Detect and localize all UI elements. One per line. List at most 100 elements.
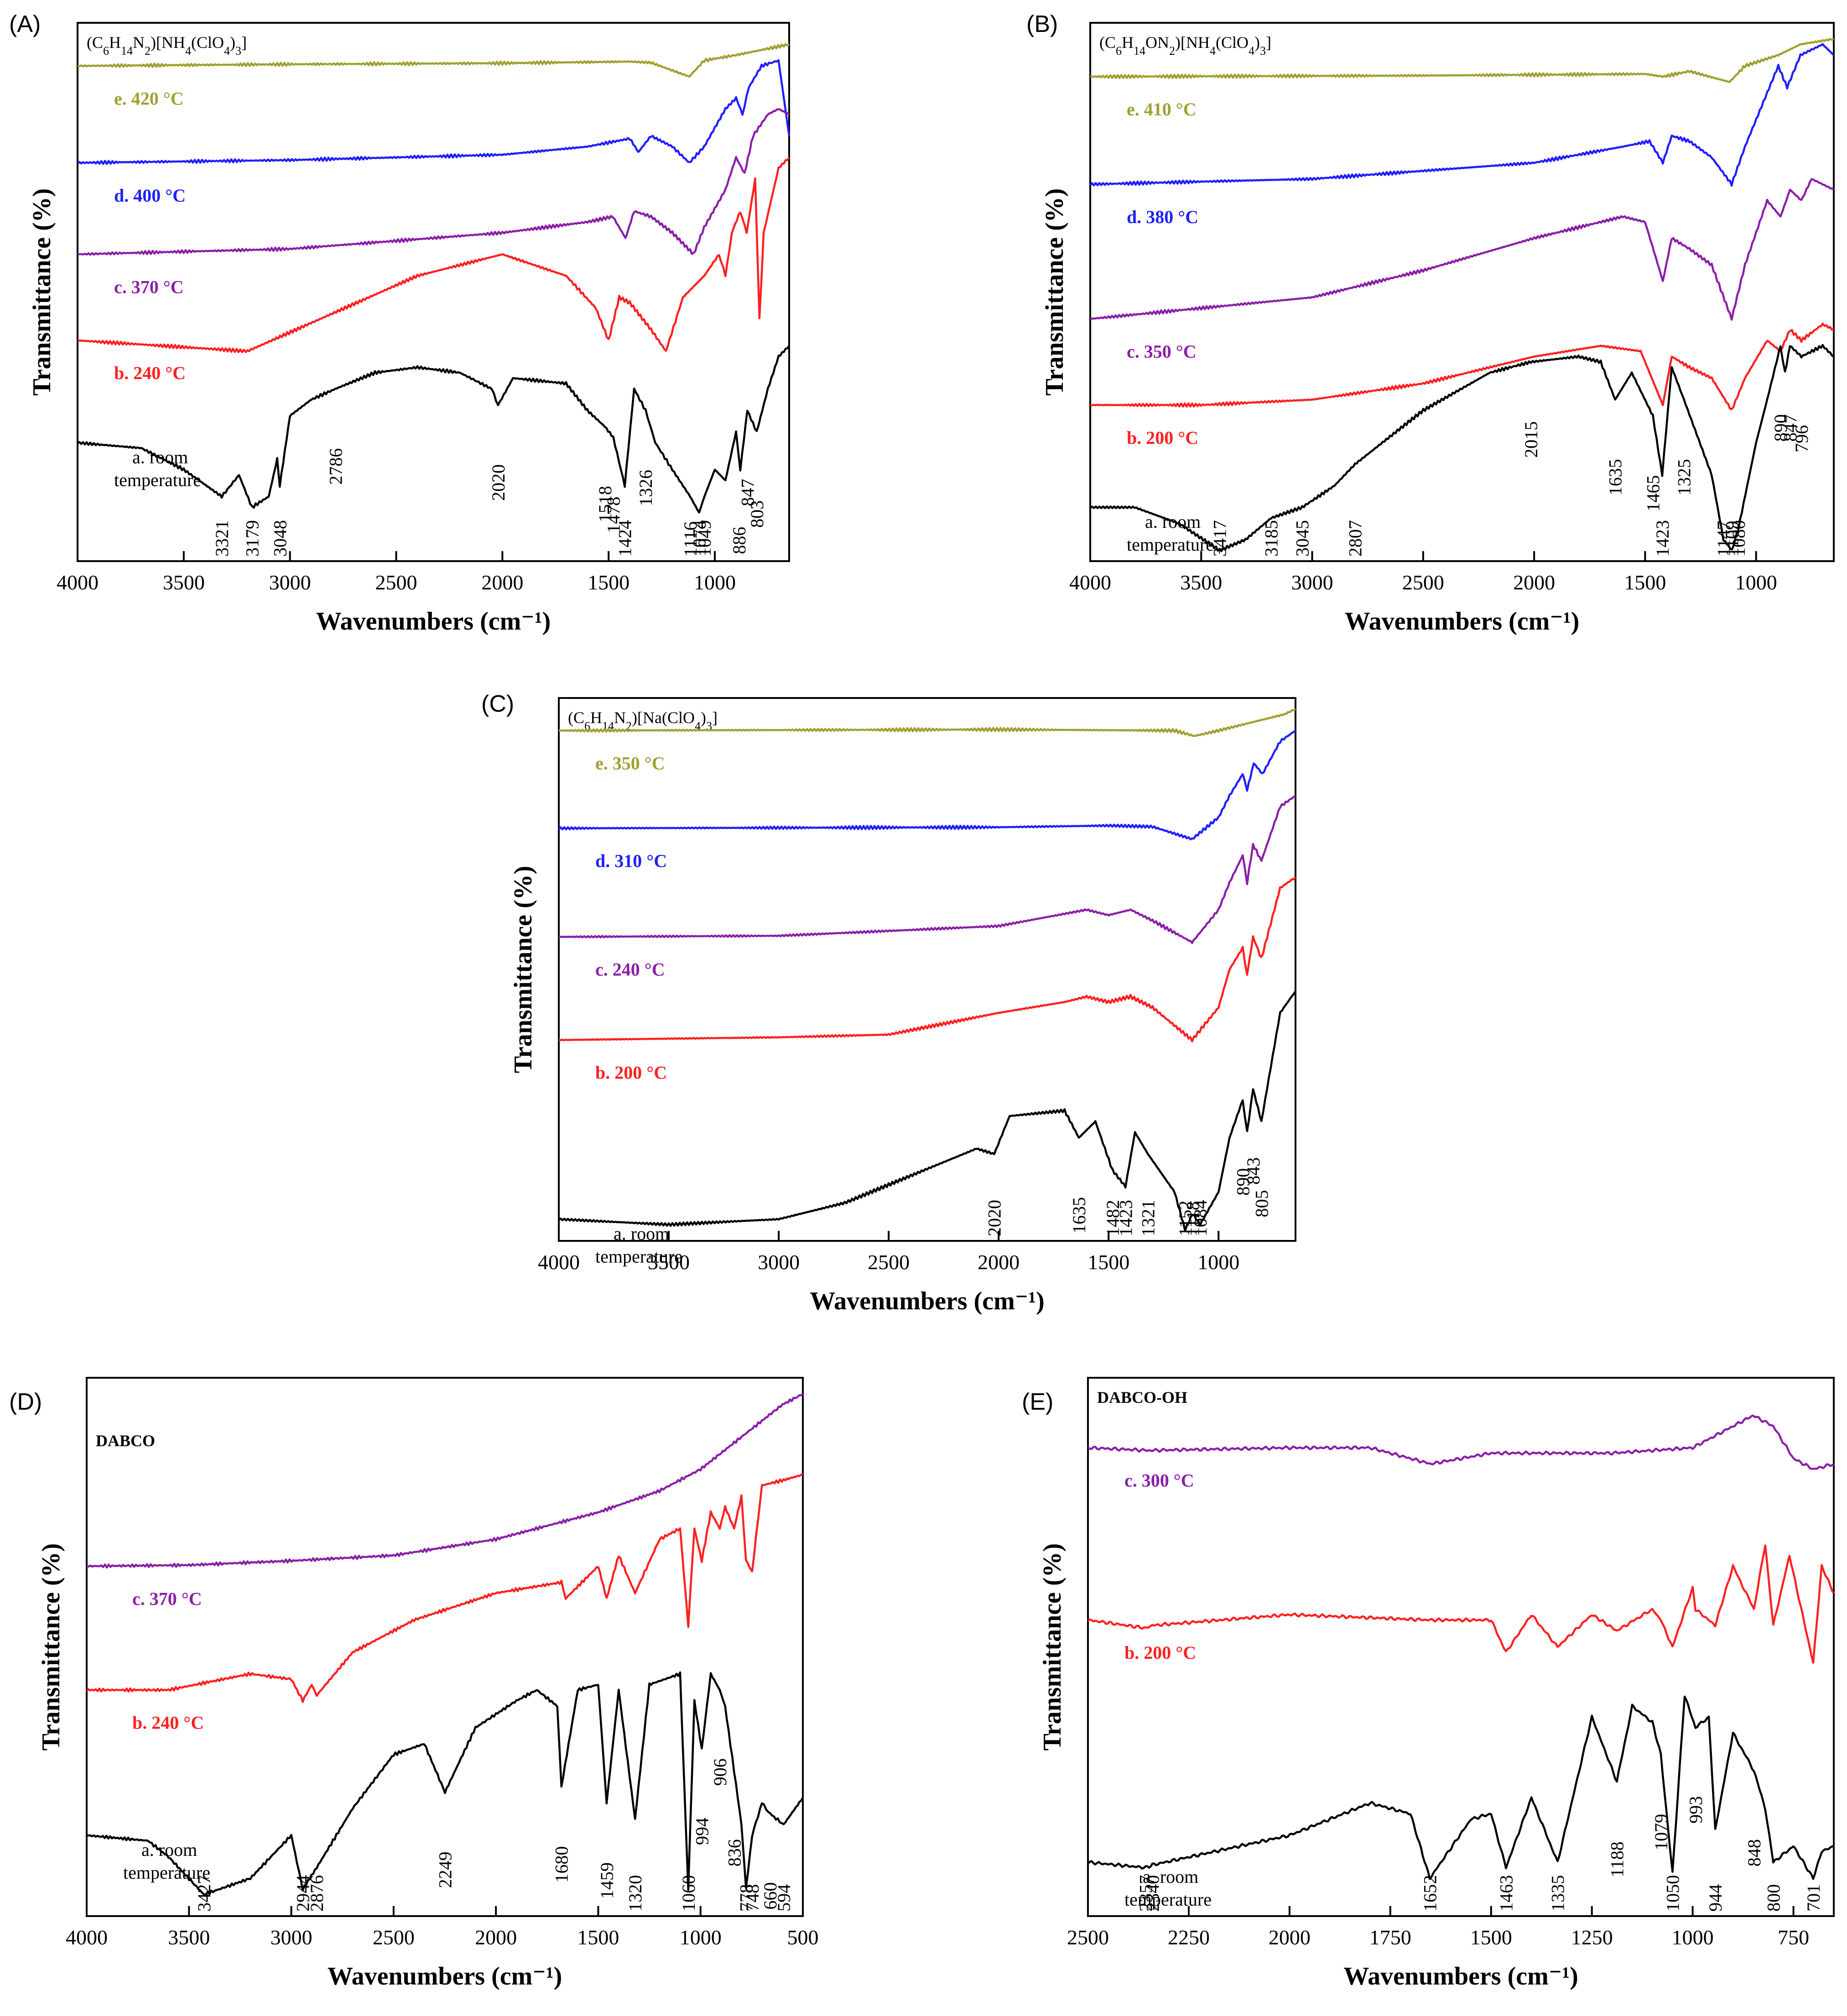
peak-label: 890 [1233, 1168, 1253, 1196]
peak-label: 2786 [325, 448, 346, 484]
legend-label: b. 200 °C [1124, 1642, 1196, 1663]
x-tick-label: 3000 [269, 571, 311, 594]
x-tick-label: 2250 [1168, 1926, 1210, 1949]
peak-label: 660 [760, 1882, 780, 1910]
legend-label: d. 400 °C [114, 185, 186, 206]
peak-label: 803 [747, 500, 767, 528]
series-line [86, 1474, 803, 1703]
peak-label: 848 [1744, 1839, 1764, 1866]
room-label-line1: a. room [132, 447, 188, 467]
panel-4: (D) DABCO 4000 3500 3000 2500 2000 1500 1000 500 W… [9, 1377, 819, 1990]
x-tick-label: 750 [1778, 1926, 1809, 1949]
peak-label: 3185 [1261, 520, 1282, 557]
panel-2: (B) (C6H14ON2)[NH4(ClO4)3] 4000 3500 3000 250… [1026, 11, 1835, 636]
y-axis-label: Transmittance (%) [1041, 188, 1069, 396]
x-tick-label: 2500 [373, 1926, 415, 1949]
x-tick-label: 2000 [1269, 1926, 1311, 1949]
x-tick-label: 3500 [648, 1250, 690, 1274]
x-tick-label: 1000 [1735, 571, 1777, 594]
panel-letter: (D) [9, 1389, 42, 1415]
legend-label: b. 200 °C [1127, 427, 1198, 448]
panel-3: (C) (C6H14N2)[Na(ClO4)3] 4000 3500 3000 2500 2… [481, 691, 1296, 1315]
panel-1: (A) (C6H14N2)[NH4(ClO4)3] 4000 3500 3000 2500… [9, 11, 791, 636]
series-line [77, 345, 790, 514]
x-tick-label: 3000 [1291, 571, 1333, 594]
panel-title: (C6H14N2)[NH4(ClO4)3] [87, 33, 247, 57]
room-label-line2: temperature [595, 1246, 682, 1266]
x-axis-label: Wavenumbers (cm⁻¹) [316, 607, 551, 636]
peak-label: 1080 [1728, 520, 1749, 557]
peak-label: 1478 [603, 497, 624, 533]
plot-frame [1089, 22, 1835, 562]
room-label-line2: temperature [1127, 534, 1214, 555]
peak-label: 2876 [307, 1875, 327, 1912]
legend-label: b. 240 °C [114, 363, 186, 383]
peak-label: 1049 [694, 520, 715, 557]
legend-label: c. 240 °C [595, 959, 665, 980]
peak-label: 1152 [1175, 1200, 1196, 1236]
x-tick-label: 3000 [758, 1250, 800, 1274]
series-line [86, 1393, 804, 1569]
series-line [1090, 323, 1834, 411]
peak-label: 778 [736, 1884, 756, 1912]
peak-label: 1652 [1420, 1875, 1440, 1912]
peak-label: 2020 [984, 1200, 1005, 1236]
peak-label: 1118 [1182, 1201, 1203, 1236]
series-line [77, 43, 790, 78]
peak-label: 2015 [1521, 421, 1541, 458]
legend-label: e. 420 °C [114, 88, 184, 109]
x-tick-label: 1500 [1624, 571, 1666, 594]
legend-label: d. 310 °C [595, 851, 667, 871]
peak-label: 796 [1791, 425, 1812, 453]
peak-label: 1463 [1496, 1875, 1516, 1912]
x-axis-label: Wavenumbers (cm⁻¹) [328, 1962, 562, 1990]
plot-frame [1087, 1377, 1835, 1917]
room-label-line2: temperature [114, 469, 201, 490]
peak-label: 1459 [597, 1862, 617, 1899]
x-tick-label: 2500 [868, 1250, 910, 1274]
peak-label: 805 [1251, 1190, 1272, 1217]
legend-label: e. 350 °C [595, 753, 665, 773]
x-axis-label: Wavenumbers (cm⁻¹) [810, 1287, 1045, 1315]
peak-label: 1325 [1674, 459, 1695, 495]
peak-label: 3417 [1210, 520, 1230, 557]
series-line [1090, 178, 1835, 321]
peak-label: 1188 [1607, 1841, 1628, 1877]
peak-label: 890 [1770, 414, 1791, 442]
peak-label: 2357 [1135, 1875, 1156, 1912]
peak-label: 847 [1780, 414, 1800, 442]
peak-label: 836 [724, 1839, 744, 1866]
x-tick-label: 1500 [1470, 1926, 1512, 1949]
plot-frame [77, 22, 790, 562]
panel-letter: (A) [9, 11, 41, 37]
y-axis-label: Transmittance (%) [28, 188, 56, 396]
x-tick-label: 500 [787, 1926, 819, 1949]
peak-label: 1335 [1548, 1875, 1568, 1912]
peak-label: 748 [742, 1884, 763, 1912]
panel-title: (C6H14N2)[Na(ClO4)3] [568, 708, 718, 733]
panel-title: (C6H14ON2)[NH4(ClO4)3] [1099, 33, 1271, 57]
peak-label: 1635 [1605, 459, 1626, 495]
y-axis-label: Transmittance (%) [37, 1543, 65, 1751]
series-line [1087, 1414, 1835, 1470]
x-tick-label: 1500 [1087, 1250, 1129, 1274]
y-axis-label: Transmittance (%) [509, 866, 537, 1073]
series-line [1087, 1544, 1835, 1664]
series-line [558, 729, 1296, 840]
series-line [77, 59, 791, 165]
peak-label: 1635 [1069, 1197, 1089, 1234]
x-tick-label: 1500 [588, 571, 630, 594]
peak-label: 3179 [242, 520, 262, 557]
room-label-line1: a. room [1143, 1866, 1198, 1887]
peak-label: 1116 [680, 521, 701, 557]
peak-label: 1321 [1138, 1200, 1159, 1236]
legend-label: c. 350 °C [1127, 341, 1197, 362]
x-tick-label: 3000 [271, 1926, 312, 1949]
room-label-line1: a. room [1145, 511, 1201, 532]
peak-label: 800 [1763, 1884, 1784, 1912]
peak-label: 2340 [1142, 1875, 1163, 1912]
peak-label: 3427 [194, 1875, 214, 1912]
peak-label: 1423 [1652, 520, 1673, 557]
peak-label: 1680 [551, 1846, 572, 1883]
